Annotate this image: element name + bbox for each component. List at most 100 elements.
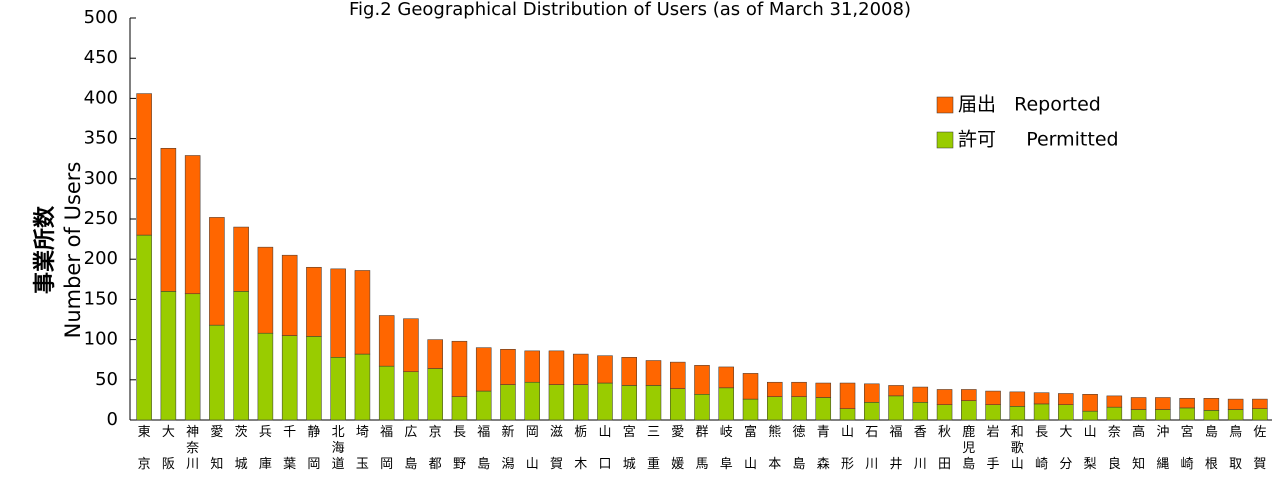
x-tick-label: 広島 [404,425,417,472]
bar-segment [330,268,346,358]
x-tick-label: 千葉 [283,425,296,472]
bar-segment [500,348,516,385]
x-tick-label: 兵庫 [259,425,272,472]
x-tick-label: 高知 [1132,424,1145,472]
bar-segment [742,373,759,400]
bar-segment [500,384,516,421]
y-tick-label: 450 [84,47,118,68]
bar-segment [669,361,686,389]
bar-segment [281,335,298,421]
x-tick-label: 愛知 [210,425,223,472]
bar-segment [621,385,637,421]
x-tick-label: 長野 [453,425,466,472]
bar-segment [427,339,443,369]
bar-segment [961,400,977,421]
bar-segment [306,266,322,337]
x-tick-label: 愛媛 [671,425,684,472]
x-tick-label: 福島 [477,425,490,472]
x-tick-label: 北海道 [332,425,345,472]
bar-segment [475,390,492,421]
bar-segment [1179,407,1195,421]
x-tick-label: 福岡 [380,425,393,472]
bar-segment [1252,408,1268,421]
y-tick-label: 250 [84,208,118,229]
bar-segment [281,254,298,336]
x-tick-label: 静岡 [307,425,320,472]
y-tick-label: 350 [84,128,118,149]
bar-segment [403,318,419,373]
x-tick-label: 石川 [865,425,878,472]
bar-segment [354,270,371,355]
bar-segment [815,397,832,421]
x-tick-label: 島根 [1205,425,1218,472]
y-tick-label: 300 [84,168,118,189]
x-tick-label: 埼玉 [356,425,369,472]
bar-segment [1009,391,1026,407]
y-axis-label: 事業所数 [32,205,58,294]
bar-segment [864,383,880,403]
x-tick-label: 宮城 [623,424,636,472]
bar-segment [233,226,249,292]
bar-segment [1130,397,1147,410]
bar-segment [621,357,637,386]
x-tick-label: 群馬 [695,425,708,472]
bar-segment [1155,409,1171,421]
bar-segment [572,353,589,385]
bar-segment [912,386,929,403]
x-tick-label: 徳島 [793,425,806,472]
x-tick-label: 山口 [598,425,611,472]
bar-segment [936,404,953,421]
x-tick-label: 熊本 [768,424,781,472]
bar-segment [1179,398,1195,409]
bar-segment [669,388,686,421]
bar-segment [985,390,1001,405]
legend-label: 届出 Reported [958,94,1101,116]
bar-segment [597,382,613,421]
bar-segment [1033,392,1050,405]
bar-segment [451,340,468,397]
x-tick-label: 和歌山 [1011,425,1024,472]
bar-segment [330,357,346,421]
bar-segment [1058,393,1074,405]
bar-segment [209,324,225,421]
bar-segment [1082,394,1098,412]
x-tick-label: 三重 [647,425,660,472]
x-tick-label: 大分 [1059,425,1072,472]
y-axis-label: Number of Users [61,162,85,339]
bar-segment [1009,406,1026,421]
bar-segment [378,315,395,367]
x-tick-label: 滋賀 [550,425,563,472]
bar-segment [791,381,807,397]
bar-segment [354,353,371,421]
bar-segment [1106,406,1123,421]
y-tick-label: 100 [84,329,118,350]
bar-segment [645,360,662,386]
x-tick-label: 栃木 [574,425,587,472]
bar-segment [160,147,177,292]
bar-segment [233,291,249,421]
bar-segment [742,398,759,421]
x-tick-label: 岐阜 [720,425,733,472]
bar-segment [767,381,783,397]
bar-segment [160,291,177,421]
bar-segment [1203,410,1220,421]
x-tick-label: 新潟 [501,424,514,472]
bar-segment [524,350,540,383]
bar-segment [888,395,904,421]
bar-segment [475,347,492,392]
x-tick-label: 秋田 [938,425,951,472]
x-tick-label: 東京 [138,424,151,472]
bar-segment [1082,410,1098,421]
bar-segment [839,382,856,409]
x-tick-label: 宮崎 [1181,424,1194,472]
x-tick-label: 奈良 [1108,425,1121,472]
bar-segment [136,234,152,421]
x-tick-label: 香川 [914,425,927,472]
bar-segment [184,293,201,421]
x-tick-label: 福井 [890,425,903,472]
bar-segment [306,336,322,421]
bar-segment [694,365,710,395]
y-tick-label: 500 [84,7,118,28]
bar-segment [1227,409,1244,421]
bar-segment [184,155,201,295]
